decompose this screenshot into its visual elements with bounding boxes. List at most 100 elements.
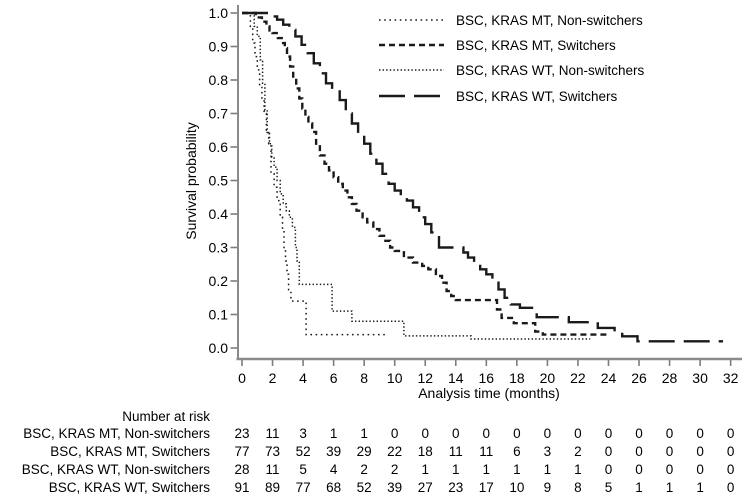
risk-count: 1 — [482, 462, 491, 477]
y-tick-label: 0.6 — [209, 139, 229, 155]
legend: BSC, KRAS MT, Non-switchers BSC, KRAS MT,… — [379, 13, 645, 104]
risk-count: 77 — [295, 480, 311, 495]
x-tick-label: 16 — [479, 370, 495, 386]
risk-count: 4 — [329, 462, 338, 477]
x-tick-label: 32 — [723, 370, 739, 386]
legend-label: BSC, KRAS MT, Switchers — [456, 38, 616, 53]
risk-count: 0 — [665, 426, 674, 441]
risk-count: 52 — [295, 444, 311, 459]
km-plot: 1.00.90.80.70.60.50.40.30.20.10.00 2 4 6 8 10… — [183, 5, 742, 401]
km-curve-2 — [242, 11, 610, 336]
risk-count: 1 — [452, 462, 460, 477]
risk-count: 0 — [726, 480, 735, 495]
risk-count: 0 — [452, 426, 460, 441]
km-curve-1 — [242, 12, 386, 336]
risk-count: 1 — [543, 462, 552, 477]
risk-count: 17 — [478, 480, 494, 495]
x-tick-label: 22 — [570, 370, 586, 386]
risk-count: 0 — [604, 426, 613, 441]
x-tick-label: 12 — [417, 370, 433, 386]
legend-label: BSC, KRAS MT, Non-switchers — [456, 13, 643, 28]
risk-count: 28 — [234, 462, 250, 477]
risk-count: 0 — [696, 426, 704, 441]
risk-count: 91 — [234, 480, 250, 495]
risk-count: 11 — [265, 462, 280, 477]
y-axis-title: Survival probability — [183, 122, 199, 240]
y-tick-label: 1.0 — [209, 5, 229, 21]
risk-count: 39 — [326, 444, 342, 459]
risk-count: 0 — [513, 426, 521, 441]
x-tick-label: 28 — [662, 370, 678, 386]
y-tick-label: 0.1 — [209, 307, 229, 323]
risk-count: 11 — [448, 444, 463, 459]
km-curves — [242, 11, 723, 343]
risk-count: 0 — [635, 426, 643, 441]
x-tick-label: 2 — [269, 370, 277, 386]
risk-table-header: Number at risk — [122, 409, 210, 424]
risk-count: 0 — [635, 462, 643, 477]
x-tick-label: 8 — [360, 370, 368, 386]
risk-count: 0 — [665, 462, 674, 477]
risk-count: 1 — [360, 426, 368, 441]
risk-row-label: BSC, KRAS WT, Non-switchers — [21, 462, 210, 477]
risk-count: 0 — [726, 462, 735, 477]
risk-count: 1 — [665, 480, 674, 495]
risk-row-label: BSC, KRAS WT, Switchers — [48, 480, 210, 495]
y-tick-label: 0.5 — [209, 173, 229, 189]
risk-count: 0 — [726, 444, 735, 459]
risk-count: 23 — [448, 480, 464, 495]
risk-count: 2 — [574, 444, 582, 459]
risk-count: 1 — [574, 462, 582, 477]
y-tick-label: 0.2 — [209, 273, 229, 289]
risk-count: 1 — [635, 480, 643, 495]
km-curve-4 — [242, 11, 723, 343]
risk-count: 89 — [265, 480, 281, 495]
x-tick-label: 10 — [387, 370, 403, 386]
risk-count: 1 — [421, 462, 429, 477]
risk-count: 9 — [543, 480, 552, 495]
risk-count: 52 — [356, 480, 372, 495]
risk-count: 0 — [604, 462, 613, 477]
risk-count: 0 — [696, 444, 704, 459]
risk-count: 1 — [513, 462, 521, 477]
risk-count: 3 — [299, 426, 307, 441]
risk-count: 18 — [417, 444, 433, 459]
y-tick-label: 0.4 — [209, 206, 229, 222]
risk-count: 5 — [604, 480, 613, 495]
risk-row-label: BSC, KRAS MT, Switchers — [50, 444, 210, 459]
risk-count: 29 — [356, 444, 372, 459]
x-tick-label: 0 — [238, 370, 246, 386]
risk-count: 11 — [479, 444, 494, 459]
risk-count: 77 — [234, 444, 250, 459]
x-tick-label: 6 — [330, 370, 338, 386]
risk-count: 73 — [265, 444, 281, 459]
risk-count: 27 — [417, 480, 433, 495]
x-tick-label: 18 — [509, 370, 525, 386]
y-tick-label: 0.9 — [209, 39, 229, 55]
x-tick-label: 20 — [540, 370, 556, 386]
risk-count: 0 — [635, 444, 643, 459]
risk-count: 11 — [265, 426, 280, 441]
x-tick-label: 26 — [631, 370, 647, 386]
risk-count: 68 — [326, 480, 342, 495]
risk-count: 0 — [574, 426, 582, 441]
y-tick-label: 0.3 — [209, 240, 229, 256]
risk-count: 2 — [390, 462, 399, 477]
y-tick-label: 0.8 — [209, 72, 229, 88]
x-tick-label: 24 — [601, 370, 617, 386]
axes: 1.00.90.80.70.60.50.40.30.20.10.00 2 4 6 8 10… — [209, 5, 742, 386]
x-axis-title: Analysis time (months) — [418, 385, 560, 401]
legend-label: BSC, KRAS WT, Non-switchers — [456, 63, 645, 78]
risk-count: 6 — [513, 444, 521, 459]
risk-count: 2 — [360, 462, 368, 477]
risk-count: 0 — [482, 426, 491, 441]
risk-count: 0 — [665, 444, 674, 459]
km-curve-3 — [242, 12, 591, 340]
y-tick-label: 0.0 — [209, 340, 229, 356]
x-tick-label: 30 — [692, 370, 708, 386]
risk-count: 1 — [696, 480, 704, 495]
legend-label: BSC, KRAS WT, Switchers — [456, 89, 618, 104]
risk-count: 0 — [696, 462, 704, 477]
risk-count: 10 — [509, 480, 525, 495]
